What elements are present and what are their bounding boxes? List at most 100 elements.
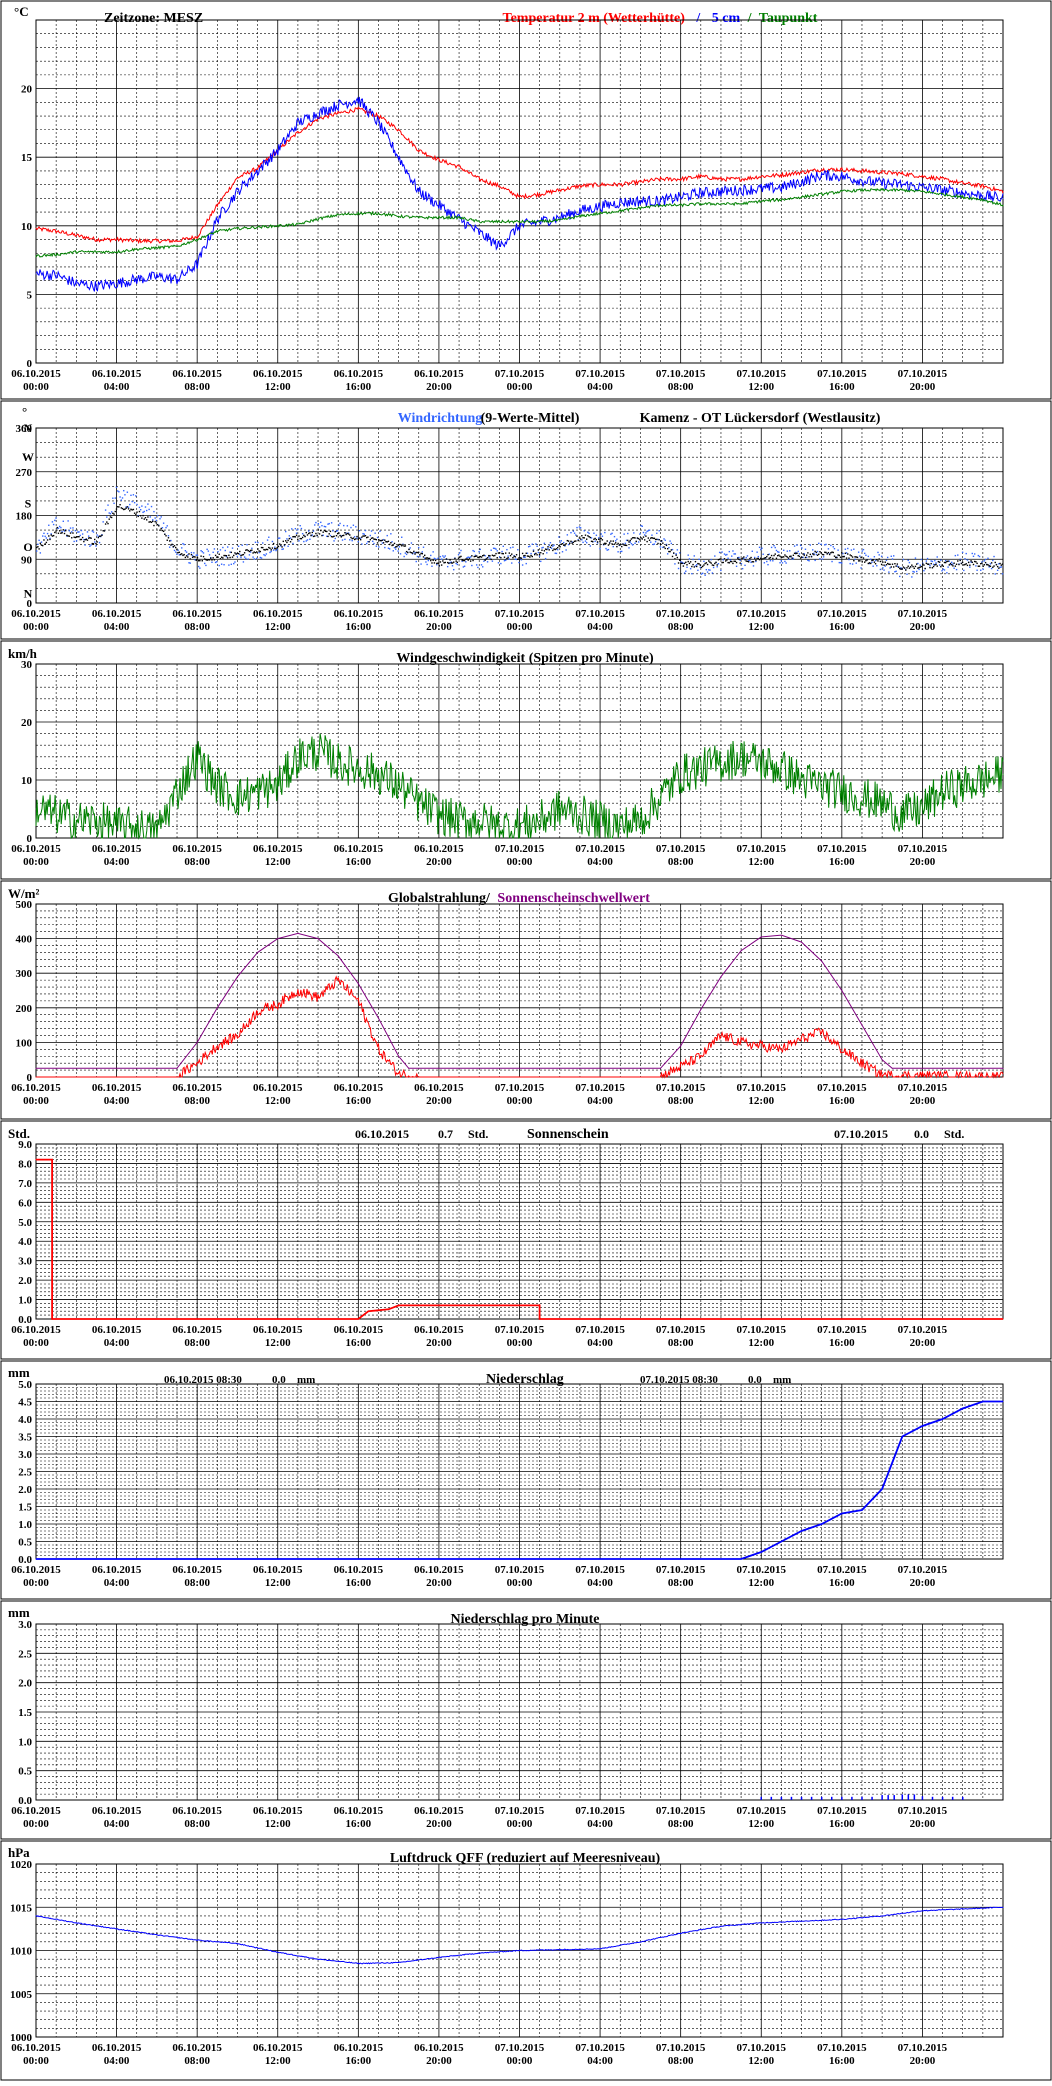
data-point xyxy=(970,561,972,563)
data-point xyxy=(739,559,741,561)
data-point xyxy=(236,555,239,558)
data-point xyxy=(966,564,969,567)
data-point xyxy=(880,563,883,566)
data-point xyxy=(720,1034,722,1036)
data-point xyxy=(102,530,104,532)
data-point xyxy=(964,563,966,566)
data-point xyxy=(129,510,131,512)
data-point xyxy=(480,556,483,558)
data-point xyxy=(579,215,581,217)
data-point xyxy=(141,505,143,507)
data-point xyxy=(517,558,519,560)
data-point xyxy=(843,555,845,558)
data-point xyxy=(935,562,937,564)
data-point xyxy=(417,551,420,553)
data-point xyxy=(541,549,543,551)
data-point xyxy=(495,548,497,550)
data-point xyxy=(253,551,255,553)
data-point xyxy=(478,820,480,822)
data-point xyxy=(409,551,411,553)
data-point xyxy=(760,1551,762,1553)
data-point xyxy=(120,499,123,501)
data-point xyxy=(923,570,925,572)
data-point xyxy=(202,552,205,554)
data-point xyxy=(297,990,299,991)
data-point xyxy=(668,546,670,549)
data-point xyxy=(306,534,309,536)
data-point xyxy=(607,544,610,546)
data-point xyxy=(449,561,451,564)
data-point xyxy=(236,1034,238,1036)
data-point xyxy=(410,552,413,554)
data-point xyxy=(821,1523,823,1525)
data-point xyxy=(289,541,292,543)
data-point xyxy=(422,556,425,558)
x-tick-time: 04:00 xyxy=(587,381,613,393)
data-point xyxy=(780,934,782,936)
data-point xyxy=(51,521,54,523)
data-point xyxy=(1000,566,1002,568)
x-tick-date: 07.10.2015 xyxy=(737,1082,787,1094)
data-point xyxy=(337,104,339,106)
data-point xyxy=(552,549,554,552)
data-point xyxy=(624,544,627,547)
data-point xyxy=(728,562,731,564)
data-point xyxy=(239,550,241,553)
data-point xyxy=(347,532,350,534)
data-point xyxy=(888,563,890,565)
data-point xyxy=(954,565,957,567)
data-point xyxy=(272,542,275,545)
data-point xyxy=(841,1513,843,1514)
data-point xyxy=(564,544,566,546)
data-point xyxy=(983,560,986,562)
data-point xyxy=(436,562,438,565)
x-tick-time: 12:00 xyxy=(265,1818,291,1830)
data-point xyxy=(599,1948,601,1950)
data-point xyxy=(605,542,607,545)
data-point xyxy=(403,545,405,547)
x-tick-date: 06.10.2015 xyxy=(414,843,464,855)
data-point xyxy=(248,550,251,553)
unit-label: °C xyxy=(14,4,29,19)
data-point xyxy=(216,230,218,232)
data-point xyxy=(691,572,693,575)
x-tick-time: 00:00 xyxy=(507,1095,533,1107)
data-point xyxy=(504,552,507,554)
data-point xyxy=(930,560,932,562)
y-tick-label: 400 xyxy=(16,934,33,946)
data-point xyxy=(55,254,57,256)
data-point xyxy=(891,558,894,560)
data-point xyxy=(593,538,595,540)
data-point xyxy=(666,548,669,550)
data-point xyxy=(277,149,279,151)
data-point xyxy=(148,521,150,523)
data-point xyxy=(921,1910,923,1912)
data-point xyxy=(917,562,919,565)
x-tick-time: 16:00 xyxy=(829,1818,855,1830)
data-point xyxy=(1002,1076,1004,1078)
data-point xyxy=(990,567,993,570)
data-point xyxy=(442,560,444,562)
data-point xyxy=(38,539,40,542)
data-point xyxy=(901,184,903,186)
data-point xyxy=(698,558,700,561)
data-point xyxy=(74,529,77,532)
data-point xyxy=(686,564,688,566)
data-point xyxy=(463,559,466,562)
data-point xyxy=(345,533,347,536)
data-point xyxy=(965,563,967,565)
data-point xyxy=(519,225,520,227)
data-point xyxy=(761,547,763,549)
data-point xyxy=(398,156,400,158)
series-line xyxy=(36,932,1003,1069)
data-point xyxy=(720,203,722,205)
data-point xyxy=(563,544,565,546)
data-point xyxy=(735,565,738,567)
data-point xyxy=(268,536,270,538)
data-point xyxy=(242,561,245,563)
x-tick-time: 04:00 xyxy=(587,621,613,633)
data-point xyxy=(610,540,612,542)
data-point xyxy=(226,557,229,559)
data-point xyxy=(506,548,508,551)
x-tick-time: 04:00 xyxy=(587,1095,613,1107)
